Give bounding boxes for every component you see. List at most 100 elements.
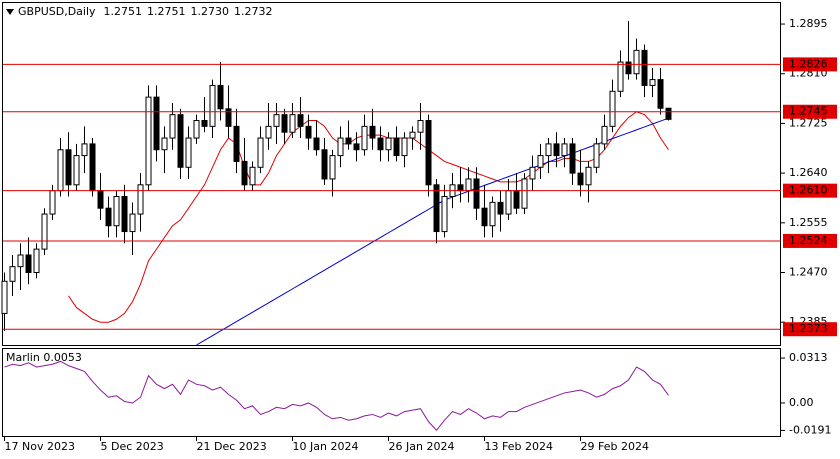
high-value: 1.2751 [147,5,186,18]
candle-body [569,143,576,174]
candle-body [377,137,384,151]
candle-body [73,155,80,186]
candle-body [505,190,512,215]
candle-body [417,120,424,133]
candle-body [337,137,344,157]
level-tag [783,183,837,198]
level-label: 1.2373 [789,322,828,335]
level-label: 1.2610 [789,184,828,197]
moving-average [68,111,669,323]
y-tick-label: 1.2725 [789,116,828,129]
level-tag [783,104,837,119]
indicator-frame [2,348,781,437]
candle-body [225,108,232,127]
candle-body [313,137,320,151]
candle-body [385,137,392,151]
candle-body [401,137,408,157]
y-tick-label: -0.0191 [789,423,831,436]
candle-body [441,196,448,233]
candle-body [113,196,120,227]
candle-body [457,184,464,192]
candle-body [185,137,192,168]
candle-body [361,125,368,151]
open-value: 1.2751 [104,5,143,18]
indicator-line [4,360,669,432]
candle-body [25,254,32,274]
candle-body [41,213,48,250]
candle-body [273,114,280,127]
x-tick-label: 21 Dec 2023 [197,440,267,453]
candle-body [65,149,72,186]
level-tag [783,233,837,248]
candle-body [393,137,400,157]
indicator-title: Marlin 0.0053 [6,351,82,364]
level-tag [783,57,837,72]
y-tick-label: 0.0313 [789,351,828,364]
level-label: 1.2826 [789,57,828,70]
x-tick-label: 29 Feb 2024 [581,440,649,453]
candle-body [433,184,440,233]
candle-body [345,137,352,145]
x-tick-label: 17 Nov 2023 [5,440,75,453]
y-tick-label: 0.00 [789,396,814,409]
candle-body [57,149,64,192]
level-label: 1.2745 [789,105,828,118]
candle-body [545,143,552,157]
y-tick-label: 1.2640 [789,166,828,179]
candle-body [521,178,528,209]
candle-body [217,84,224,110]
moving-average [196,117,669,346]
candle-body [233,125,240,162]
candle-body [585,166,592,186]
candle-body [201,120,208,127]
candle-body [105,207,112,227]
candle-body [657,79,664,109]
candle-body [297,114,304,127]
candle-body [577,172,584,186]
candle-body [665,107,672,120]
candle-body [537,155,544,168]
candle-body [481,207,488,227]
candle-body [209,84,216,127]
level-label: 1.2524 [789,234,828,247]
candle-body [265,125,272,139]
candle-body [321,149,328,180]
candle-body [161,137,168,151]
candle-body [633,49,640,75]
candle-body [609,90,616,127]
candle-body [81,143,88,157]
candle-body [617,61,624,92]
candle-body [409,131,416,139]
candle-body [89,143,96,192]
candle-body [513,190,520,209]
candle-body [33,248,40,274]
candle-body [369,125,376,139]
candle-body [281,114,288,133]
candle-body [153,96,160,151]
x-tick-label: 10 Jan 2024 [293,440,359,453]
candle-body [9,266,16,282]
candle-body [329,155,336,180]
candle-body [625,61,632,75]
candle-body [529,166,536,180]
x-tick-label: 26 Jan 2024 [389,440,455,453]
candle-body [241,160,248,186]
candle-body [601,125,608,145]
candle-body [97,190,104,209]
menu-triangle [6,9,14,15]
candle-body [193,120,200,139]
candle-body [137,184,144,215]
candle-body [553,143,560,157]
candle-body [129,213,136,233]
candle-body [473,178,480,209]
candle-body [257,137,264,168]
candle-body [49,190,56,215]
candle-body [145,96,152,186]
candle-body [641,49,648,86]
candle-body [593,143,600,168]
candle-body [465,178,472,192]
candle-body [649,79,656,86]
candle-body [121,196,128,233]
